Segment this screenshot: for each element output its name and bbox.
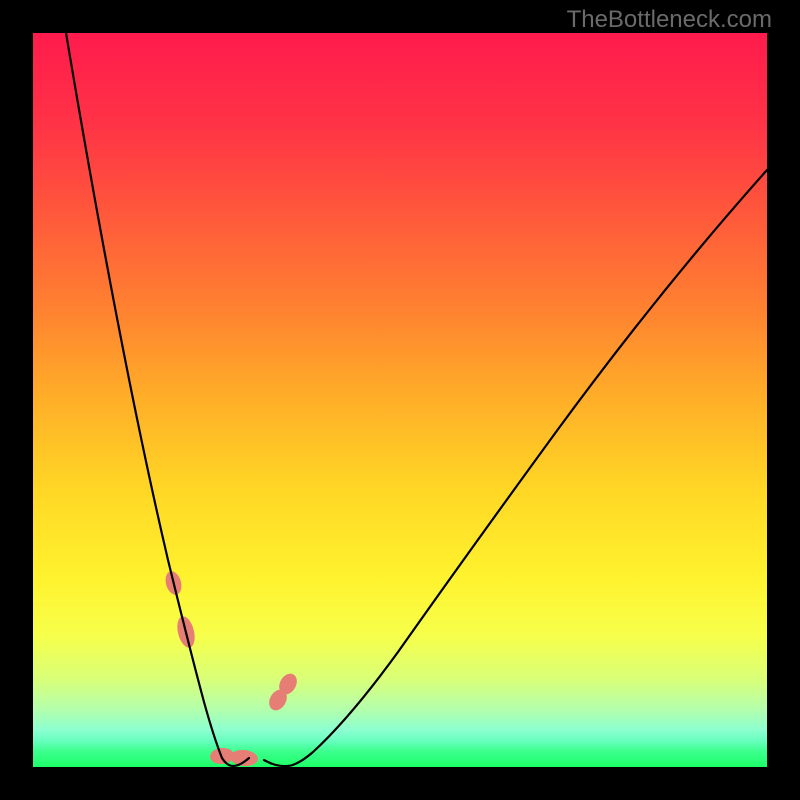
gradient-plot-area (33, 33, 767, 767)
chart-container: TheBottleneck.com (0, 0, 800, 800)
watermark-text: TheBottleneck.com (567, 6, 772, 34)
